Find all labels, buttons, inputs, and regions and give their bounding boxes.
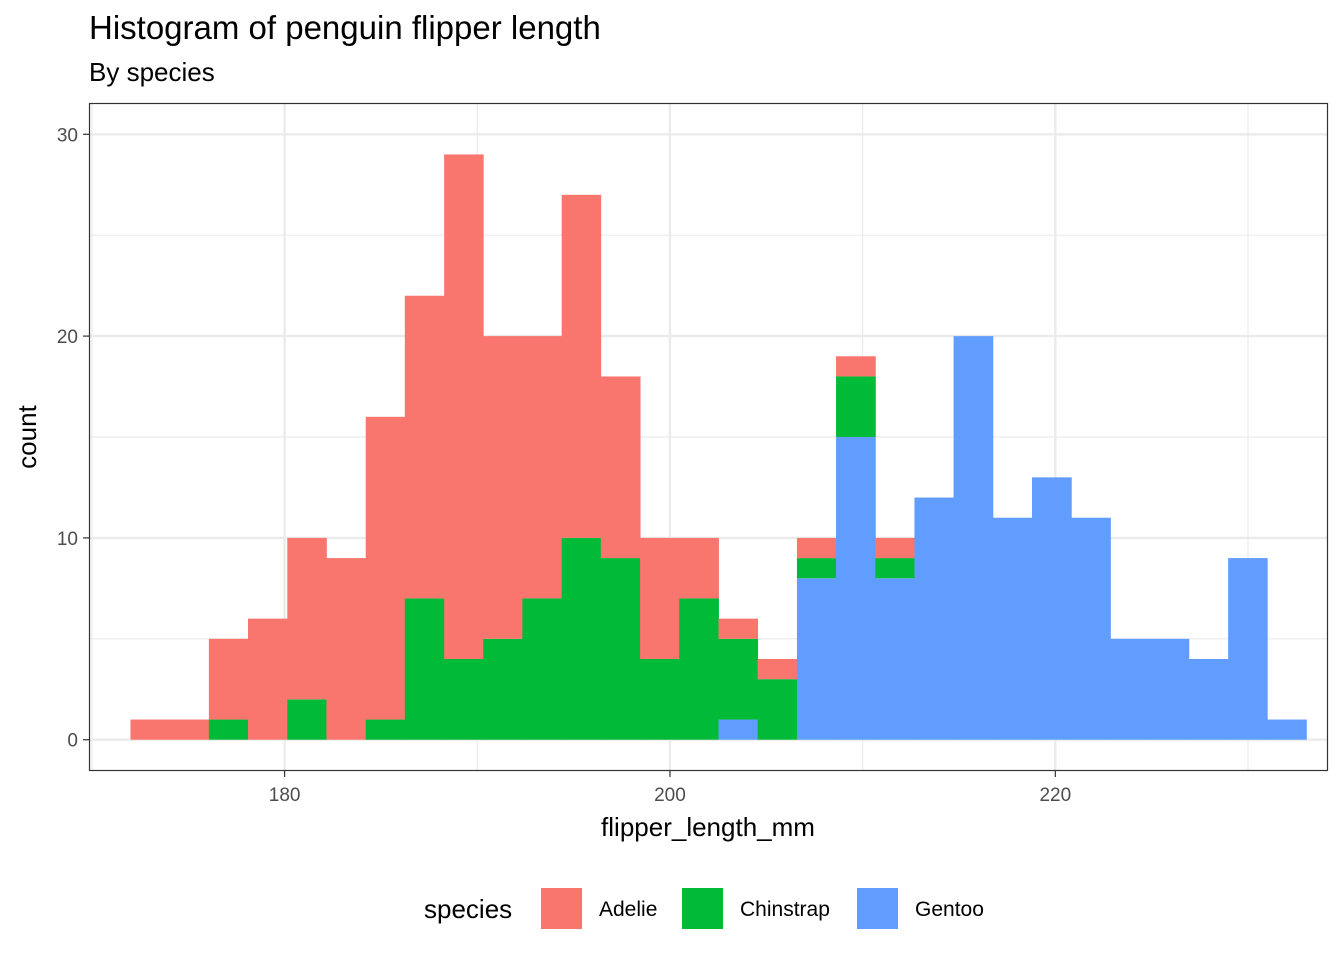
- histogram-bars: [130, 154, 1307, 740]
- bar-chinstrap: [287, 699, 327, 740]
- chart-subtitle: By species: [89, 57, 215, 87]
- bar-gentoo: [796, 578, 837, 740]
- bar-adelie: [640, 537, 680, 659]
- y-axis-title: count: [12, 404, 42, 468]
- y-tick-label: 10: [57, 529, 78, 550]
- y-tick-label: 30: [57, 125, 78, 146]
- x-tick-label: 220: [1039, 785, 1071, 806]
- bar-gentoo: [836, 437, 876, 740]
- legend-key-chinstrap: [682, 888, 723, 929]
- bar-adelie: [875, 537, 915, 559]
- bar-chinstrap: [483, 638, 523, 740]
- bar-adelie: [718, 618, 759, 639]
- bar-adelie: [247, 618, 288, 740]
- bar-gentoo: [953, 336, 994, 740]
- bar-gentoo: [1267, 719, 1307, 740]
- plot-panel-border: [88, 102, 1329, 772]
- bar-chinstrap: [365, 719, 406, 740]
- bar-adelie: [561, 194, 602, 538]
- bar-gentoo: [875, 578, 915, 740]
- bar-chinstrap: [444, 659, 484, 740]
- bar-chinstrap: [796, 558, 837, 579]
- bar-gentoo: [1149, 638, 1190, 740]
- bar-gentoo: [1188, 659, 1229, 740]
- legend-label-adelie: Adelie: [599, 898, 657, 921]
- bar-adelie: [365, 416, 406, 720]
- x-axis-title: flipper_length_mm: [601, 812, 815, 842]
- bar-chinstrap: [404, 598, 445, 740]
- bar-adelie: [444, 154, 484, 660]
- bar-adelie: [483, 336, 523, 639]
- bar-gentoo: [1110, 638, 1151, 740]
- bar-adelie: [404, 295, 445, 599]
- bar-chinstrap: [600, 558, 641, 740]
- bar-adelie: [208, 638, 249, 720]
- chart-title: Histogram of penguin flipper length: [89, 9, 601, 46]
- bar-adelie: [169, 719, 210, 740]
- bar-adelie: [796, 537, 837, 559]
- bar-chinstrap: [561, 537, 602, 740]
- bar-gentoo: [1071, 517, 1111, 740]
- x-tick-label: 180: [269, 785, 301, 806]
- legend-title: species: [424, 894, 512, 924]
- bar-chinstrap: [522, 598, 563, 740]
- bar-chinstrap: [640, 659, 680, 740]
- bar-adelie: [757, 659, 798, 680]
- bar-gentoo: [914, 497, 954, 740]
- bar-gentoo: [718, 719, 759, 740]
- legend: species Adelie Chinstrap Gentoo: [424, 888, 984, 929]
- bar-chinstrap: [836, 376, 876, 437]
- bar-chinstrap: [875, 558, 915, 579]
- y-tick-label: 0: [67, 731, 78, 752]
- y-tick-label: 20: [57, 327, 78, 348]
- bar-adelie: [522, 336, 563, 599]
- bar-adelie: [600, 376, 641, 559]
- bar-gentoo: [992, 517, 1033, 740]
- bar-chinstrap: [718, 638, 759, 720]
- legend-label-gentoo: Gentoo: [915, 898, 984, 921]
- bar-adelie: [679, 537, 719, 599]
- bar-adelie: [836, 356, 876, 377]
- bar-adelie: [287, 537, 327, 700]
- legend-key-adelie: [541, 888, 582, 929]
- legend-key-gentoo: [857, 888, 898, 929]
- bar-chinstrap: [208, 719, 249, 740]
- bar-gentoo: [1032, 477, 1072, 740]
- bar-adelie: [326, 558, 367, 740]
- bar-gentoo: [1228, 558, 1268, 740]
- bar-chinstrap: [757, 679, 798, 740]
- x-tick-label: 200: [654, 785, 686, 806]
- bar-chinstrap: [679, 598, 719, 740]
- legend-label-chinstrap: Chinstrap: [740, 898, 830, 921]
- axis-ticks: 180 200 220 0 10 20 30: [57, 125, 1071, 806]
- bar-adelie: [130, 719, 170, 740]
